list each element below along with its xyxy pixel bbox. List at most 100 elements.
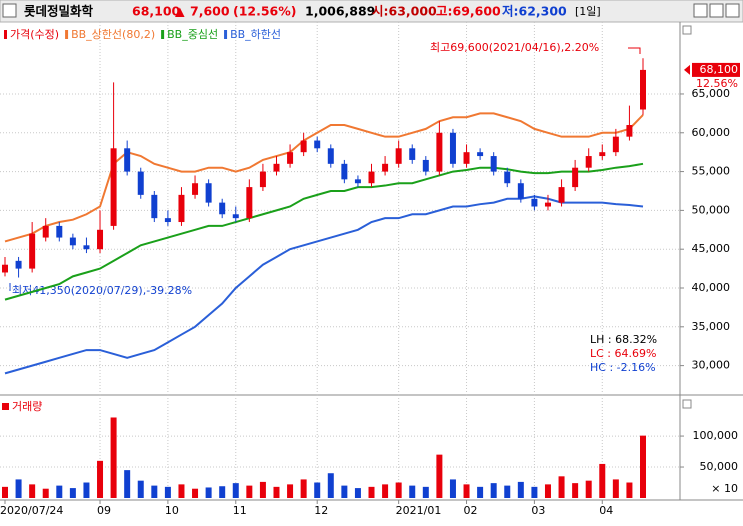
volume-bar xyxy=(259,481,266,498)
candle-body xyxy=(151,194,158,219)
y-tick-label: 40,000 xyxy=(692,281,731,294)
volume-bar xyxy=(585,480,592,498)
candle-body xyxy=(192,183,199,195)
volume-bar xyxy=(164,486,171,498)
candle-body xyxy=(327,148,334,164)
period[interactable]: [1일] xyxy=(575,4,601,18)
volume-bar xyxy=(246,485,253,498)
y-tick-label: 45,000 xyxy=(692,242,731,255)
candle-body xyxy=(205,183,212,203)
candle-body xyxy=(29,233,36,269)
volume-bar xyxy=(544,484,551,498)
y-tick-label: 30,000 xyxy=(692,359,731,372)
bb-middle-line xyxy=(4,162,644,301)
button[interactable] xyxy=(693,3,708,18)
volume-bar xyxy=(382,484,389,498)
high-annotation: 최고69,600(2021/04/16),2.20% xyxy=(430,41,599,54)
volume-bar xyxy=(626,482,633,498)
legend-label: 가격(수정) xyxy=(10,28,59,41)
low-annotation: 최저41,350(2020/07/29),-39.28% xyxy=(12,284,192,297)
candle-body xyxy=(422,159,429,172)
volume-bar xyxy=(368,486,375,498)
button[interactable] xyxy=(725,3,740,18)
legend-label: BB_상한선(80,2) xyxy=(71,28,155,41)
volume-bar xyxy=(178,484,185,498)
candle-body xyxy=(164,218,171,223)
candle-body xyxy=(572,167,579,188)
candle-body xyxy=(517,183,524,199)
volume-bar xyxy=(436,454,443,498)
volume-bar xyxy=(110,417,117,498)
legend-label: BB_중심선 xyxy=(167,28,218,41)
x-tick-label: 12 xyxy=(314,504,328,517)
candle-body xyxy=(585,156,592,168)
volume-bar xyxy=(15,479,22,498)
y-tick-label: 55,000 xyxy=(692,165,731,178)
volume-bar xyxy=(422,486,429,498)
volume-bar xyxy=(572,483,579,498)
high: 고:69,600 xyxy=(436,4,501,19)
volume-bar xyxy=(341,485,348,498)
volume-tick-label: 50,000 xyxy=(700,460,739,473)
change: 7,600 xyxy=(190,4,230,19)
candle-body xyxy=(626,125,633,137)
volume-bar xyxy=(300,479,307,498)
bb-lower-line xyxy=(4,195,644,375)
volume-bar xyxy=(599,463,606,498)
candle-body xyxy=(97,229,104,250)
volume-bar xyxy=(287,484,294,498)
legend-swatch xyxy=(4,30,7,39)
x-tick-label: 02 xyxy=(464,504,478,517)
button[interactable] xyxy=(709,3,724,18)
candle-body xyxy=(287,152,294,164)
panel-button[interactable] xyxy=(682,399,692,409)
volume-bar xyxy=(409,485,416,498)
volume-bar xyxy=(463,484,470,498)
volume-bar xyxy=(219,486,226,498)
volume-bar xyxy=(314,482,321,498)
candle-body xyxy=(436,132,443,172)
x-tick-label: 11 xyxy=(233,504,247,517)
x-tick-label: 04 xyxy=(599,504,613,517)
volume: 1,006,889 xyxy=(305,4,375,19)
candle-body xyxy=(246,187,253,219)
stock-icon[interactable] xyxy=(2,3,17,18)
volume-bar xyxy=(42,488,49,498)
price: 68,100 xyxy=(132,4,181,19)
volume-bar xyxy=(232,483,239,498)
change-tag-label: 12.56% xyxy=(696,77,738,90)
candle-body xyxy=(368,171,375,184)
candle-body xyxy=(15,260,22,269)
annotation-arrow xyxy=(628,47,641,54)
x-tick-label: 2021/01 xyxy=(396,504,442,517)
y-tick-label: 35,000 xyxy=(692,320,731,333)
volume-bar xyxy=(97,460,104,498)
candle-body xyxy=(354,179,361,184)
volume-bar xyxy=(192,488,199,498)
change-rate: (12.56%) xyxy=(233,4,297,19)
candle-body xyxy=(490,156,497,172)
candle-body xyxy=(42,225,49,238)
legend-label: BB_하한선 xyxy=(230,27,281,41)
panel-button[interactable] xyxy=(682,25,692,35)
legend-swatch xyxy=(224,30,228,39)
candle-body xyxy=(110,148,117,226)
volume-bar xyxy=(640,435,646,498)
candle-body xyxy=(341,163,348,180)
volume-bar xyxy=(327,473,334,498)
stat-label: LC : 64.69% xyxy=(590,347,656,360)
header-bar xyxy=(0,0,743,23)
volume-bar xyxy=(517,481,524,498)
y-tick-label: 50,000 xyxy=(692,203,731,216)
candle-body xyxy=(558,187,565,203)
volume-bar xyxy=(137,480,144,498)
candle-body xyxy=(232,214,239,219)
volume-bar xyxy=(83,482,90,498)
candle-body xyxy=(124,148,131,172)
candle-body xyxy=(2,264,8,273)
volume-bar xyxy=(395,482,402,498)
volume-bar xyxy=(531,486,538,498)
candle-body xyxy=(395,148,402,164)
volume-unit: × 10 xyxy=(711,482,738,495)
